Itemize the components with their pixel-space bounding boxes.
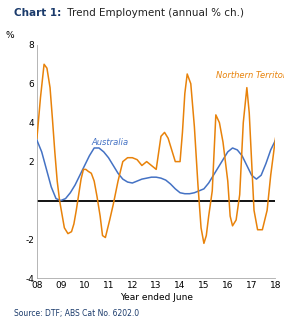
Text: %: % xyxy=(6,31,14,40)
Text: Australia: Australia xyxy=(92,138,129,147)
X-axis label: Year ended June: Year ended June xyxy=(120,293,193,302)
Text: Northern Territory: Northern Territory xyxy=(216,71,284,80)
Text: Source: DTF; ABS Cat No. 6202.0: Source: DTF; ABS Cat No. 6202.0 xyxy=(14,309,139,318)
Text: Chart 1:: Chart 1: xyxy=(14,8,61,18)
Text: Trend Employment (annual % ch.): Trend Employment (annual % ch.) xyxy=(64,8,244,18)
